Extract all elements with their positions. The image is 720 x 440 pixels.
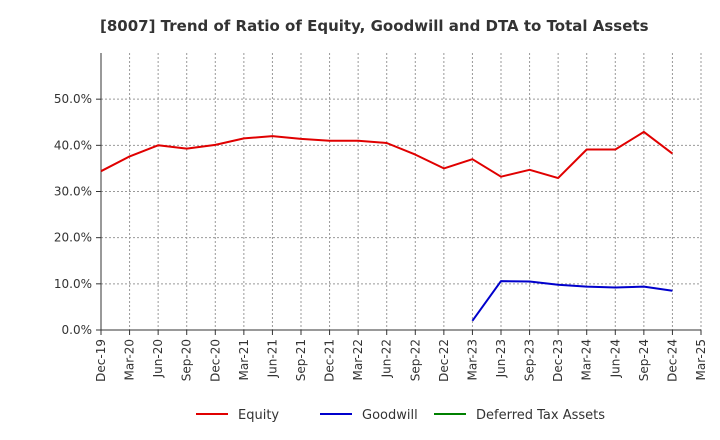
x-tick-label: Mar-24 xyxy=(580,339,594,380)
grid xyxy=(100,53,702,330)
series-group xyxy=(100,130,674,322)
x-tick-label: Dec-19 xyxy=(94,339,108,382)
legend: Equity Goodwill Deferred Tax Assets xyxy=(196,408,605,423)
chart-title: [8007] Trend of Ratio of Equity, Goodwil… xyxy=(100,17,649,35)
x-tick-label: Mar-23 xyxy=(465,339,479,380)
x-tick-label: Mar-25 xyxy=(694,339,708,380)
y-tick-label: 0.0% xyxy=(62,323,93,337)
series-line-goodwill xyxy=(471,280,673,322)
x-tick-label: Dec-23 xyxy=(551,339,565,382)
y-axis-ticks: 0.0% 10.0% 20.0% 30.0% 40.0% 50.0% xyxy=(54,92,101,337)
x-tick-label: Dec-24 xyxy=(665,339,679,382)
x-tick-label: Sep-21 xyxy=(294,339,308,381)
x-tick-label: Sep-20 xyxy=(180,339,194,381)
x-tick-label: Sep-23 xyxy=(523,339,537,381)
y-tick-label: 50.0% xyxy=(54,92,92,106)
y-tick-label: 30.0% xyxy=(54,185,92,199)
series-line-equity xyxy=(100,130,674,180)
x-tick-label: Dec-22 xyxy=(437,339,451,382)
y-tick-label: 20.0% xyxy=(54,231,92,245)
legend-label-goodwill: Goodwill xyxy=(362,408,418,423)
legend-label-equity: Equity xyxy=(238,408,279,423)
x-tick-label: Mar-21 xyxy=(237,339,251,380)
x-tick-label: Jun-22 xyxy=(380,339,394,378)
y-tick-label: 10.0% xyxy=(54,277,92,291)
x-tick-label: Jun-23 xyxy=(494,339,508,378)
x-tick-label: Dec-20 xyxy=(208,339,222,382)
legend-label-deferred-tax-assets: Deferred Tax Assets xyxy=(476,408,605,423)
x-tick-label: Jun-24 xyxy=(608,339,622,378)
x-tick-label: Sep-22 xyxy=(408,339,422,381)
x-tick-label: Dec-21 xyxy=(323,339,337,382)
x-tick-label: Jun-21 xyxy=(265,339,279,378)
x-tick-label: Mar-20 xyxy=(123,339,137,380)
x-axis-ticks: Dec-19 Mar-20 Jun-20 Sep-20 Dec-20 Mar-21 Jun-… xyxy=(94,330,708,382)
x-tick-label: Sep-24 xyxy=(637,339,651,381)
y-tick-label: 40.0% xyxy=(54,138,92,152)
x-tick-label: Jun-20 xyxy=(151,339,165,378)
x-tick-label: Mar-22 xyxy=(351,339,365,380)
